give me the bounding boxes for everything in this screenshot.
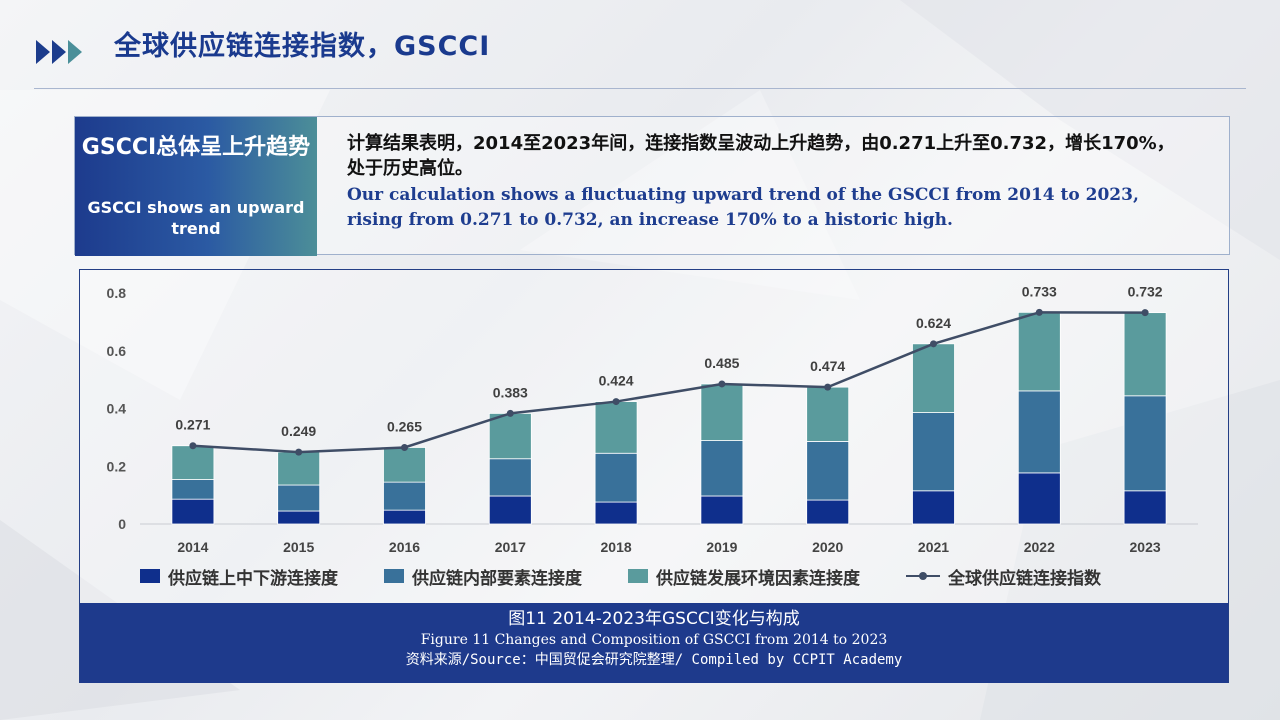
bar-segment [806, 499, 850, 525]
y-tick-label: 0 [118, 516, 126, 532]
summary-text-zh: 计算结果表明，2014至2023年间，连接指数呈波动上升趋势，由0.271上升至… [347, 133, 1175, 179]
data-label: 0.732 [1128, 284, 1163, 300]
bar-segment [488, 458, 532, 497]
summary-box: GSCCI总体呈上升趋势 GSCCI shows an upward trend… [74, 116, 1230, 256]
index-point [506, 409, 514, 417]
title-divider [34, 88, 1246, 89]
bar-segment [1017, 390, 1061, 474]
bar-segment [1123, 490, 1167, 525]
summary-text: 计算结果表明，2014至2023年间，连接指数呈波动上升趋势，由0.271上升至… [347, 131, 1192, 233]
bar-segment [594, 452, 638, 503]
x-tick-label: 2015 [283, 539, 314, 555]
index-point [718, 380, 726, 388]
bar-segment [171, 479, 215, 500]
bar-segment [488, 495, 532, 525]
data-label: 0.271 [175, 417, 210, 433]
bar-segment [1123, 312, 1167, 397]
data-label: 0.485 [704, 355, 739, 371]
data-label: 0.249 [281, 423, 316, 439]
legend-swatch [628, 569, 648, 583]
x-tick-label: 2019 [706, 539, 737, 555]
bar-segment [912, 343, 955, 413]
bar-segment [594, 501, 638, 525]
index-point [1035, 308, 1043, 316]
bar-segment [171, 498, 215, 525]
data-label: 0.733 [1022, 283, 1057, 299]
bar-segment [806, 441, 850, 501]
index-point [295, 448, 303, 456]
x-tick-label: 2021 [918, 539, 949, 555]
legend-item: 供应链内部要素连接度 [384, 564, 582, 589]
legend-swatch [140, 569, 160, 583]
caption-title-zh: 图11 2014-2023年GSCCI变化与构成 [508, 609, 800, 629]
y-tick-label: 0.2 [107, 458, 127, 474]
stacked-bar-chart: 0 0.2 0.4 0.6 0.8 2014 2015 2016 2017 2018 2019 202… [107, 283, 1198, 555]
index-point [612, 398, 620, 406]
bar-segment [383, 481, 426, 511]
x-tick-label: 2018 [601, 539, 632, 555]
bar-segment [171, 445, 215, 480]
legend-label: 供应链发展环境因素连接度 [656, 568, 860, 589]
x-tick-label: 2014 [177, 539, 208, 555]
chart-legend: 供应链上中下游连接度 供应链内部要素连接度 供应链发展环境因素连接度 全球供应链连接指… [140, 564, 1220, 589]
data-label: 0.265 [387, 418, 422, 434]
index-point [189, 442, 197, 450]
index-point [824, 383, 832, 391]
data-label: 0.624 [916, 315, 951, 331]
summary-heading-panel: GSCCI总体呈上升趋势 GSCCI shows an upward trend [75, 117, 317, 256]
caption-source: 资料来源/Source：中国贸促会研究院整理/ Compiled by CCPI… [405, 652, 903, 668]
legend-label: 全球供应链连接指数 [948, 568, 1101, 589]
bar-segment [383, 509, 426, 525]
index-point [930, 340, 937, 348]
bar-segment [383, 447, 426, 483]
x-tick-label: 2022 [1024, 539, 1055, 555]
bar-segment [277, 510, 321, 525]
caption-title-en: Figure 11 Changes and Composition of GSC… [420, 632, 888, 648]
y-tick-label: 0.4 [107, 401, 127, 417]
legend-swatch [384, 569, 404, 583]
bar-segment [806, 386, 850, 442]
bar-segment [700, 383, 744, 441]
page-title: 全球供应链连接指数，GSCCI [114, 31, 491, 62]
bar-segment [488, 413, 532, 460]
bar-segment [912, 412, 955, 492]
legend-item: 供应链上中下游连接度 [140, 564, 338, 589]
index-point [1141, 309, 1149, 317]
y-tick-label: 0.8 [107, 285, 127, 301]
chart-panel: 0 0.2 0.4 0.6 0.8 2014 2015 2016 2017 2018 2019 202… [79, 269, 1229, 683]
legend-label: 供应链内部要素连接度 [412, 568, 582, 589]
bar-segment [594, 401, 638, 454]
index-line [192, 311, 1146, 454]
data-label: 0.474 [810, 358, 845, 374]
bar-segment [1123, 395, 1167, 492]
summary-heading-en: GSCCI shows an upward trend [87, 198, 305, 238]
legend-line-marker-icon [906, 569, 940, 583]
index-point [401, 443, 408, 451]
data-label: 0.383 [493, 384, 528, 400]
bar-segment [700, 495, 744, 525]
bar-segment [912, 490, 955, 525]
x-tick-label: 2023 [1130, 539, 1161, 555]
x-tick-label: 2016 [389, 539, 420, 555]
data-label: 0.424 [599, 373, 634, 389]
x-tick-label: 2020 [812, 539, 843, 555]
bar-segment [1017, 472, 1061, 525]
bar-segment [277, 484, 321, 512]
x-tick-label: 2017 [495, 539, 526, 555]
summary-text-en: Our calculation shows a fluctuating upwa… [347, 185, 1139, 230]
bar-segment [700, 440, 744, 497]
y-tick-label: 0.6 [107, 343, 127, 359]
figure-caption: 图11 2014-2023年GSCCI变化与构成 Figure 11 Chang… [80, 603, 1228, 683]
bar-segment [277, 451, 321, 486]
summary-heading-zh: GSCCI总体呈上升趋势 [81, 135, 311, 160]
legend-item: 供应链发展环境因素连接度 [628, 564, 860, 589]
legend-label: 供应链上中下游连接度 [168, 568, 338, 589]
chevron-arrows-icon [36, 40, 84, 64]
header: 全球供应链连接指数，GSCCI [0, 0, 1280, 90]
bar-segment [1017, 311, 1061, 392]
legend-item: 全球供应链连接指数 [906, 564, 1101, 589]
